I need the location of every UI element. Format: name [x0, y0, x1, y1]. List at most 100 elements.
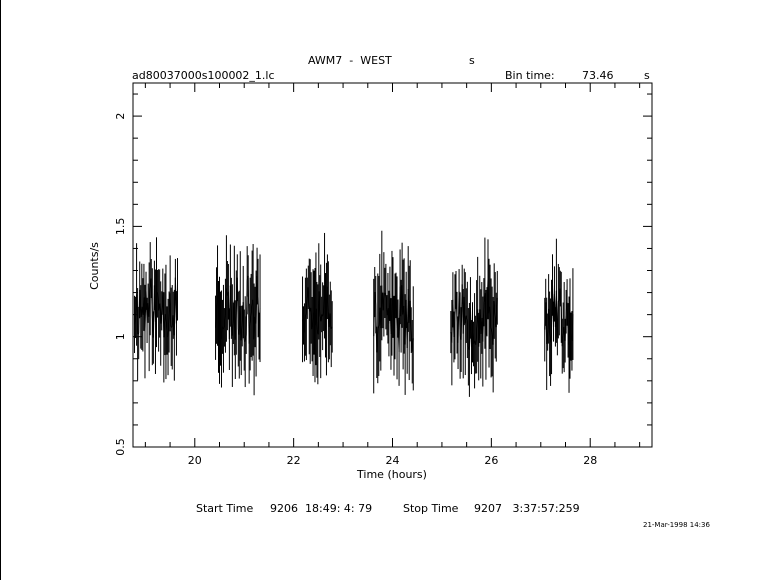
data-line — [245, 280, 248, 336]
data-line — [224, 288, 227, 316]
data-line — [411, 338, 414, 352]
data-line — [409, 300, 412, 331]
bin-time-label: Bin time: — [505, 69, 555, 82]
axis-ticks — [133, 83, 652, 448]
data-line — [475, 326, 478, 345]
data-line — [137, 332, 140, 335]
data-line — [139, 289, 142, 317]
data-line — [465, 315, 468, 321]
x-tick-label: 20 — [188, 454, 202, 467]
data-line — [482, 302, 485, 342]
data-line — [240, 325, 243, 341]
data-line — [175, 289, 178, 324]
data-line — [561, 335, 564, 347]
data-line — [164, 314, 167, 322]
data-line — [455, 289, 458, 323]
data-line — [148, 288, 151, 317]
data-line — [564, 311, 567, 341]
data-line — [150, 278, 153, 317]
data-line — [545, 302, 548, 344]
data-segment — [544, 238, 574, 393]
data-line — [315, 308, 318, 330]
data-line — [382, 294, 385, 311]
data-line — [303, 316, 306, 333]
data-line — [165, 321, 168, 331]
data-line — [330, 326, 333, 329]
data-line — [163, 314, 166, 338]
data-line — [302, 319, 304, 326]
x-axis-label: Time (hours) — [356, 468, 427, 481]
data-line — [375, 304, 378, 353]
data-line — [320, 314, 323, 322]
stop-time-label: Stop Time — [403, 502, 459, 515]
data-line — [373, 292, 376, 337]
data-line — [162, 291, 165, 338]
data-line — [556, 301, 559, 338]
data-segment — [133, 237, 178, 383]
data-line — [248, 324, 251, 344]
start-time-label: Start Time — [196, 502, 254, 515]
data-line — [215, 305, 218, 328]
data-line — [133, 317, 137, 325]
data-line — [239, 305, 242, 341]
data-line — [228, 285, 231, 340]
data-line — [311, 322, 314, 330]
data-line — [258, 308, 261, 337]
data-line — [326, 286, 329, 312]
data-line — [217, 295, 220, 327]
data-line — [231, 323, 234, 336]
data-line — [493, 301, 496, 316]
stop-time-value: 9207 3:37:57:259 — [474, 502, 580, 515]
data-line — [223, 327, 225, 330]
x-tick-label: 24 — [386, 454, 400, 467]
data-line — [384, 292, 387, 297]
data-line — [390, 303, 393, 334]
y-tick-label: 2 — [114, 113, 127, 120]
data-line — [548, 308, 551, 334]
data-line — [569, 328, 572, 337]
bin-time-value: 73.46 — [582, 69, 614, 82]
y-axis-label: Counts/s — [88, 242, 101, 290]
data-line — [566, 302, 569, 331]
data-line — [167, 321, 170, 338]
data-line — [318, 291, 321, 317]
data-line — [395, 295, 398, 328]
data-line — [385, 296, 388, 316]
data-line — [156, 291, 158, 295]
data-line — [560, 307, 563, 347]
data-segment — [302, 232, 333, 385]
data-line — [244, 335, 247, 342]
data-line — [329, 313, 332, 329]
data-line — [236, 277, 239, 330]
chart-title-suffix: s — [469, 54, 475, 67]
data-line — [160, 310, 163, 324]
bin-time-unit: s — [644, 69, 650, 82]
data-line — [392, 297, 395, 336]
data-line — [305, 298, 308, 315]
tick-labels: 20 22 24 26 28 0.5 1 1.5 2 — [114, 113, 597, 467]
data-line — [255, 276, 258, 324]
x-tick-label: 28 — [583, 454, 597, 467]
data-line — [485, 311, 488, 335]
data-line — [169, 293, 172, 327]
data-line — [253, 316, 256, 340]
data-line — [377, 325, 380, 329]
data-line — [307, 287, 310, 307]
y-tick-label: 0.5 — [114, 438, 127, 456]
data-line — [550, 326, 553, 343]
y-tick-label: 1 — [114, 333, 127, 340]
window-left-border — [0, 0, 1, 580]
data-line — [490, 327, 493, 332]
data-line — [398, 286, 401, 352]
data-line — [469, 307, 472, 348]
data-line — [220, 326, 223, 340]
data-line — [458, 291, 461, 336]
data-line — [310, 307, 313, 330]
data-line — [559, 288, 562, 308]
data-line — [249, 315, 252, 325]
data-line — [546, 332, 549, 344]
data-line — [495, 297, 498, 328]
data-line — [487, 279, 490, 314]
data-line — [393, 316, 396, 336]
